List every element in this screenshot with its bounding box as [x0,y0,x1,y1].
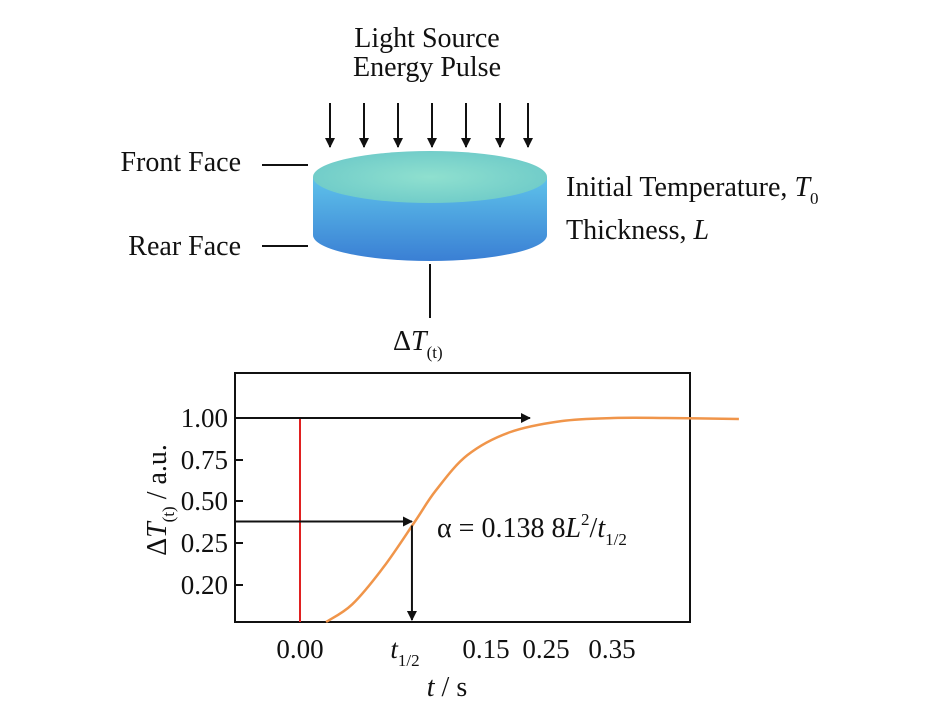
sample-disc [313,151,547,261]
light-source-label: Light Source [354,23,499,54]
x-tick-label-t-half: t1/2 [390,634,419,670]
front-face-label: Front Face [120,147,241,178]
y-tick-label: 0.50 [181,486,228,516]
y-axis-label: ΔT(t) / a.u. [142,444,178,556]
x-tick-label: 0.25 [522,634,569,664]
diffusivity-equation: α = 0.138 8L2/t1/2 [437,510,627,549]
series-layer [325,416,739,624]
y-tick-label: 0.75 [181,445,228,475]
x-tick-label: 0.00 [276,634,323,664]
energy-pulse-label: Energy Pulse [353,52,501,83]
pulse-arrows [325,103,533,148]
schematic: Light Source Energy Pulse Front Face Rea… [120,23,818,362]
response-curve [325,416,739,624]
annotation-layer [235,413,531,622]
x-tick-label: 0.15 [462,634,509,664]
thermogram-chart: 1.00 0.75 0.50 0.25 0.20 0.00 t1/2 0.15 0.25 0.35… [142,372,739,703]
axis-ticks: 1.00 0.75 0.50 0.25 0.20 0.00 t1/2 0.15 0.25 0.35 [181,403,636,670]
delta-t-label: ΔT(t) [393,326,443,362]
plot-frame [234,372,691,623]
x-tick-label: 0.35 [588,634,635,664]
y-tick-label: 0.20 [181,570,228,600]
initial-temperature-label: Initial Temperature, T0 [566,172,819,208]
rear-face-label: Rear Face [128,231,241,262]
y-tick-label: 1.00 [181,403,228,433]
disc-top [313,151,547,203]
y-tick-label: 0.25 [181,528,228,558]
thickness-label: Thickness, L [566,215,709,246]
x-axis-label: t / s [427,672,467,703]
